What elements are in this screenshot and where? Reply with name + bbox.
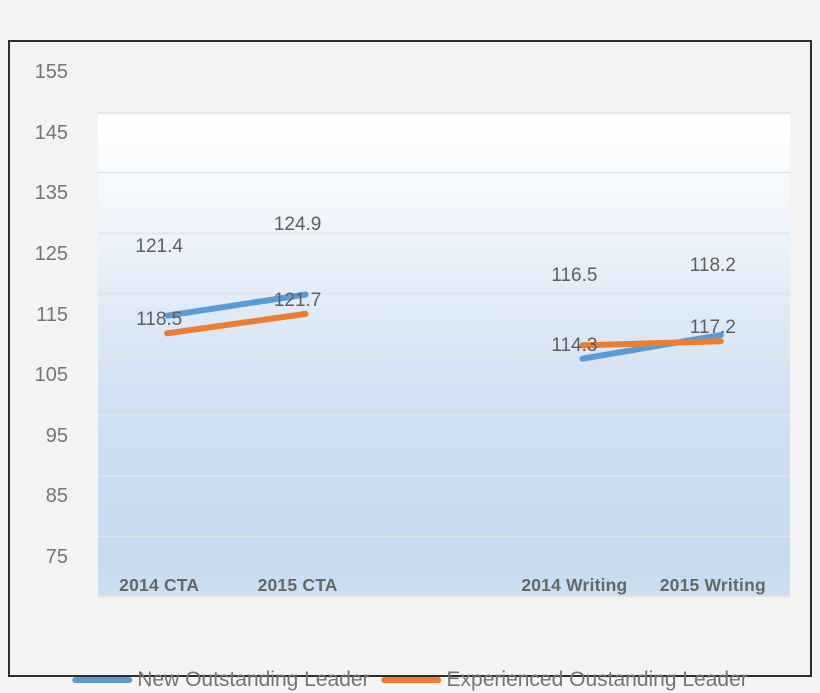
- y-tick-label: 155: [34, 61, 68, 83]
- series-line-experienced-oustanding-leader: [579, 338, 724, 349]
- x-category-label: 2015 CTA: [257, 575, 338, 595]
- series-line-experienced-oustanding-leader: [164, 310, 309, 337]
- x-category-label: 2014 CTA: [119, 575, 200, 595]
- legend-item-experienced-oustanding-leader: Experienced Oustanding Leader: [381, 667, 748, 693]
- plot-area: [98, 112, 790, 597]
- x-category-label: 2015 Writing: [659, 575, 766, 595]
- y-tick-label: 75: [45, 546, 68, 568]
- legend-item-new-outstanding-leader: New Outstanding Leader: [72, 667, 370, 693]
- y-tick-label: 125: [34, 242, 68, 265]
- data-label: 124.9: [273, 214, 322, 236]
- chart-legend: New Outstanding Leader Experienced Ousta…: [72, 667, 748, 693]
- y-tick-label: 105: [34, 364, 68, 387]
- y-tick-label: 85: [45, 485, 68, 508]
- y-tick-label: 135: [34, 182, 68, 205]
- series-line-new-outstanding-leader: [164, 291, 309, 319]
- y-tick-label: 115: [36, 303, 68, 326]
- data-label: 117.2: [689, 317, 736, 339]
- y-tick-label: 95: [45, 424, 68, 447]
- legend-label: New Outstanding Leader: [137, 668, 370, 691]
- legend-line-swatch-blue: [72, 677, 133, 683]
- chart-canvas: [98, 112, 790, 597]
- chart-frame: 155 145 135 125 115 105 95 85 75 2014 CTA 2015 CT…: [8, 40, 812, 691]
- data-label: 118.5: [136, 309, 183, 331]
- data-label: 118.2: [689, 255, 736, 277]
- legend-label: Experienced Oustanding Leader: [446, 668, 748, 691]
- data-label: 114.3: [551, 334, 598, 356]
- data-label: 121.4: [135, 235, 183, 257]
- data-label: 121.7: [273, 289, 322, 311]
- x-category-label: 2014 Writing: [521, 575, 628, 595]
- data-label: 116.5: [551, 265, 598, 287]
- legend-line-swatch-orange: [381, 677, 442, 683]
- y-tick-label: 145: [34, 121, 68, 144]
